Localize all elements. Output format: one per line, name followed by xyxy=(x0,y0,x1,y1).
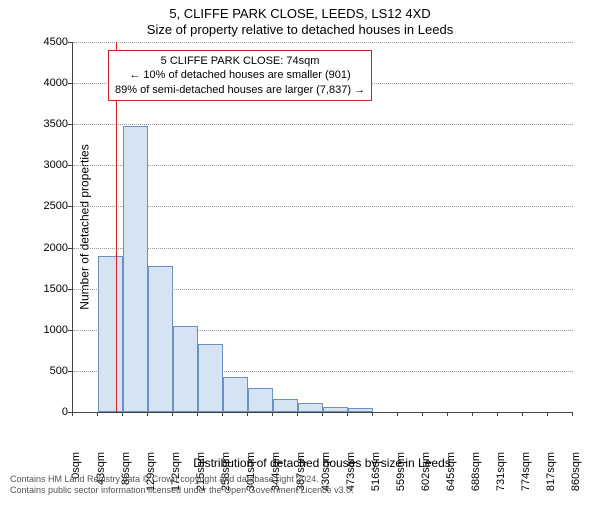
x-tick-mark xyxy=(472,412,473,416)
x-tick-mark xyxy=(322,412,323,416)
x-tick-mark xyxy=(247,412,248,416)
y-tick-label: 500 xyxy=(18,365,68,377)
histogram-bar xyxy=(323,407,348,412)
annotation-box: 5 CLIFFE PARK CLOSE: 74sqm ← 10% of deta… xyxy=(108,50,372,101)
x-tick-mark xyxy=(297,412,298,416)
x-tick-mark xyxy=(572,412,573,416)
y-tick-mark xyxy=(68,371,72,372)
x-tick-mark xyxy=(397,412,398,416)
y-tick-label: 4500 xyxy=(18,36,68,48)
x-tick-mark xyxy=(547,412,548,416)
y-tick-label: 3500 xyxy=(18,118,68,130)
x-tick-mark xyxy=(347,412,348,416)
x-tick-mark xyxy=(222,412,223,416)
footer-line1: Contains HM Land Registry data © Crown c… xyxy=(10,474,354,485)
gridline xyxy=(73,42,573,43)
y-tick-label: 1000 xyxy=(18,324,68,336)
gridline xyxy=(73,248,573,249)
y-tick-mark xyxy=(68,42,72,43)
x-tick-mark xyxy=(372,412,373,416)
histogram-bar xyxy=(148,266,173,412)
gridline xyxy=(73,124,573,125)
y-tick-label: 4000 xyxy=(18,77,68,89)
histogram-bar xyxy=(348,408,373,412)
y-tick-mark xyxy=(68,289,72,290)
x-tick-mark xyxy=(422,412,423,416)
histogram-bar xyxy=(198,344,223,412)
y-tick-mark xyxy=(68,248,72,249)
x-tick-mark xyxy=(497,412,498,416)
gridline xyxy=(73,165,573,166)
x-tick-mark xyxy=(272,412,273,416)
x-axis-label: Distribution of detached houses by size … xyxy=(72,456,572,470)
y-tick-label: 2500 xyxy=(18,200,68,212)
chart-title-line2: Size of property relative to detached ho… xyxy=(0,22,600,37)
gridline xyxy=(73,206,573,207)
y-tick-mark xyxy=(68,124,72,125)
footer-attribution: Contains HM Land Registry data © Crown c… xyxy=(10,474,354,496)
y-tick-mark xyxy=(68,165,72,166)
y-tick-label: 0 xyxy=(18,406,68,418)
annotation-line1: 5 CLIFFE PARK CLOSE: 74sqm xyxy=(115,54,365,68)
histogram-bar xyxy=(173,326,198,412)
x-tick-mark xyxy=(97,412,98,416)
y-tick-mark xyxy=(68,83,72,84)
y-tick-mark xyxy=(68,206,72,207)
y-tick-label: 3000 xyxy=(18,159,68,171)
x-tick-mark xyxy=(172,412,173,416)
y-tick-label: 1500 xyxy=(18,283,68,295)
x-tick-mark xyxy=(147,412,148,416)
histogram-bar xyxy=(98,256,123,412)
annotation-line2: ← 10% of detached houses are smaller (90… xyxy=(115,68,365,82)
histogram-bar xyxy=(273,399,298,412)
x-tick-mark xyxy=(72,412,73,416)
footer-line2: Contains public sector information licen… xyxy=(10,485,354,496)
x-tick-mark xyxy=(447,412,448,416)
x-tick-mark xyxy=(522,412,523,416)
y-tick-mark xyxy=(68,330,72,331)
annotation-line3: 89% of semi-detached houses are larger (… xyxy=(115,83,365,97)
histogram-bar xyxy=(248,388,273,412)
x-tick-mark xyxy=(197,412,198,416)
histogram-bar xyxy=(123,126,148,412)
histogram-bar xyxy=(223,377,248,412)
histogram-bar xyxy=(298,403,323,412)
x-tick-mark xyxy=(122,412,123,416)
y-tick-label: 2000 xyxy=(18,242,68,254)
chart-title-line1: 5, CLIFFE PARK CLOSE, LEEDS, LS12 4XD xyxy=(0,6,600,21)
